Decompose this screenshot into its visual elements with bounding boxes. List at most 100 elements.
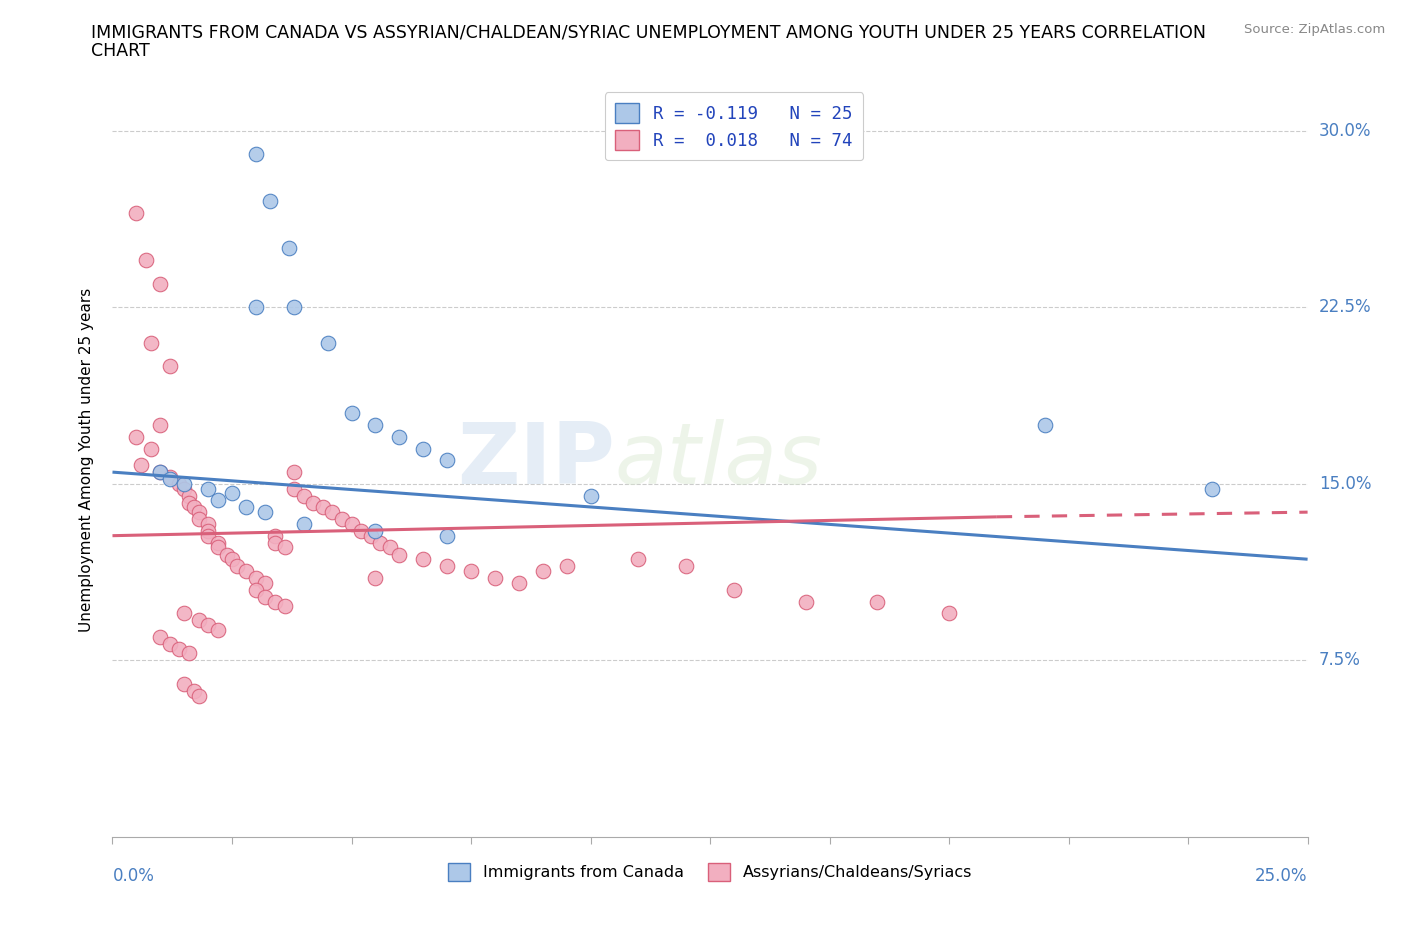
Point <box>254 505 277 520</box>
Point <box>125 430 148 445</box>
Point <box>1033 418 1056 432</box>
Point <box>149 465 172 480</box>
Y-axis label: Unemployment Among Youth under 25 years: Unemployment Among Youth under 25 years <box>79 288 94 632</box>
Point <box>283 481 305 496</box>
Text: 25.0%: 25.0% <box>1256 867 1308 885</box>
Point <box>177 496 200 511</box>
Point <box>173 476 195 491</box>
Point <box>675 559 697 574</box>
Point <box>183 500 205 515</box>
Point <box>388 547 411 562</box>
Point <box>388 430 411 445</box>
Point <box>555 559 578 574</box>
Point <box>316 335 339 350</box>
Point <box>245 147 267 162</box>
Point <box>360 528 382 543</box>
Point <box>273 599 295 614</box>
Point <box>173 676 195 691</box>
Point <box>197 481 219 496</box>
Point <box>436 528 458 543</box>
Text: IMMIGRANTS FROM CANADA VS ASSYRIAN/CHALDEAN/SYRIAC UNEMPLOYMENT AMONG YOUTH UNDE: IMMIGRANTS FROM CANADA VS ASSYRIAN/CHALD… <box>91 23 1206 41</box>
Point <box>159 470 181 485</box>
Point <box>177 646 200 661</box>
Point <box>217 547 239 562</box>
Point <box>159 472 181 486</box>
Text: 15.0%: 15.0% <box>1319 475 1371 493</box>
Point <box>723 582 745 597</box>
Point <box>484 571 506 586</box>
Text: 30.0%: 30.0% <box>1319 122 1371 140</box>
Point <box>235 500 257 515</box>
Text: ZIP: ZIP <box>457 418 614 502</box>
Point <box>183 684 205 698</box>
Point <box>207 536 229 551</box>
Point <box>139 335 162 350</box>
Point <box>330 512 353 526</box>
Point <box>259 194 281 209</box>
Text: atlas: atlas <box>614 418 823 502</box>
Point <box>283 465 305 480</box>
Point <box>264 594 287 609</box>
Point <box>169 642 191 657</box>
Point <box>264 528 287 543</box>
Point <box>197 516 219 531</box>
Point <box>125 206 148 220</box>
Text: Source: ZipAtlas.com: Source: ZipAtlas.com <box>1244 23 1385 36</box>
Point <box>169 476 191 491</box>
Point <box>627 551 650 566</box>
Point <box>159 359 181 374</box>
Point <box>350 524 373 538</box>
Point <box>207 540 229 555</box>
Point <box>273 540 295 555</box>
Text: CHART: CHART <box>91 42 150 60</box>
Point <box>508 576 530 591</box>
Point <box>197 528 219 543</box>
Point <box>149 465 172 480</box>
Point <box>245 582 267 597</box>
Point <box>207 622 229 637</box>
Point <box>579 488 602 503</box>
Point <box>436 559 458 574</box>
Point <box>531 564 554 578</box>
Point <box>938 606 960 621</box>
Point <box>173 606 195 621</box>
Point <box>235 564 257 578</box>
Point <box>364 418 387 432</box>
Point <box>321 505 343 520</box>
Point <box>187 613 209 628</box>
Point <box>866 594 889 609</box>
Point <box>129 458 152 472</box>
Point <box>340 516 363 531</box>
Point <box>197 524 219 538</box>
Point <box>378 540 401 555</box>
Point <box>159 636 181 651</box>
Point <box>302 496 325 511</box>
Point <box>135 253 157 268</box>
Point <box>225 559 247 574</box>
Point <box>278 241 301 256</box>
Legend: Immigrants from Canada, Assyrians/Chaldeans/Syriacs: Immigrants from Canada, Assyrians/Chalde… <box>440 855 980 889</box>
Point <box>292 516 315 531</box>
Point <box>312 500 335 515</box>
Point <box>245 571 267 586</box>
Point <box>187 512 209 526</box>
Point <box>368 536 391 551</box>
Point <box>1201 481 1223 496</box>
Point <box>177 488 200 503</box>
Point <box>149 630 172 644</box>
Point <box>187 505 209 520</box>
Point <box>412 441 434 456</box>
Point <box>340 405 363 420</box>
Point <box>412 551 434 566</box>
Point <box>245 299 267 314</box>
Point <box>139 441 162 456</box>
Text: 22.5%: 22.5% <box>1319 299 1371 316</box>
Point <box>207 493 229 508</box>
Point <box>264 536 287 551</box>
Point <box>221 485 243 500</box>
Point <box>173 481 195 496</box>
Point <box>436 453 458 468</box>
Text: 7.5%: 7.5% <box>1319 651 1361 670</box>
Point <box>283 299 305 314</box>
Point <box>149 276 172 291</box>
